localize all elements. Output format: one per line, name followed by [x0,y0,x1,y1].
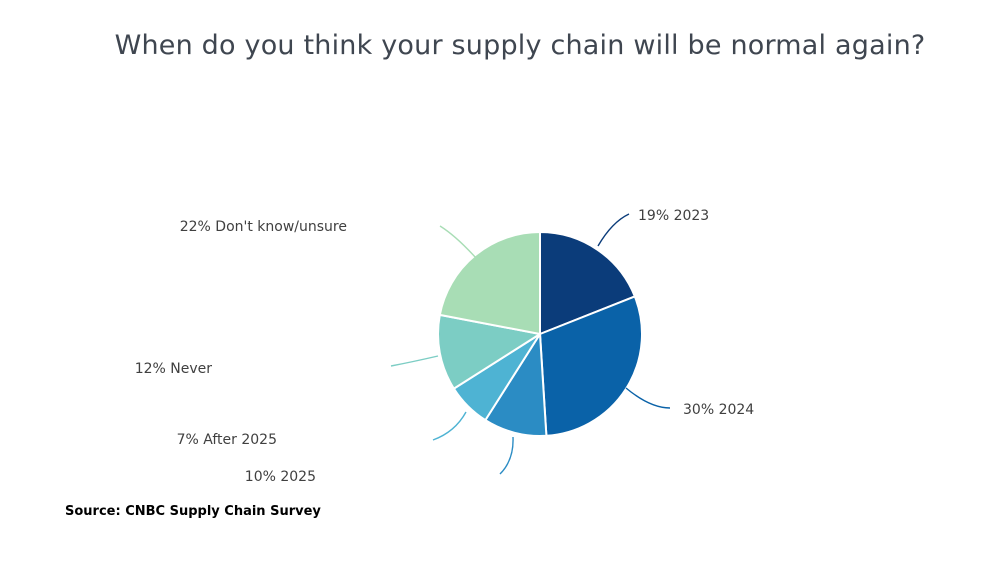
leader-line [439,225,477,259]
slice-label: 10% 2025 [245,469,316,485]
pie-slices [437,231,643,437]
slice-label: 12% Never [135,361,213,377]
pie-slice [539,231,636,335]
leader-line [432,411,467,441]
slice-labels: 19% 2023 30% 2024 10% 2025 7% After 2025 12%… [135,208,755,485]
leader-lines [390,213,671,475]
slice-label: 7% After 2025 [177,432,277,448]
leader-line [390,355,439,367]
chart-title: When do you think your supply chain will… [114,30,926,61]
source-note: Source: CNBC Supply Chain Survey [65,504,321,519]
leader-line [625,387,671,409]
slice-label: 19% 2023 [638,208,709,224]
slice-label: 30% 2024 [683,402,754,418]
pie-slice [437,313,541,390]
leader-line [597,213,630,247]
slice-label: 22% Don't know/unsure [180,219,347,235]
leader-line [499,436,514,475]
pie-slice [438,231,541,335]
